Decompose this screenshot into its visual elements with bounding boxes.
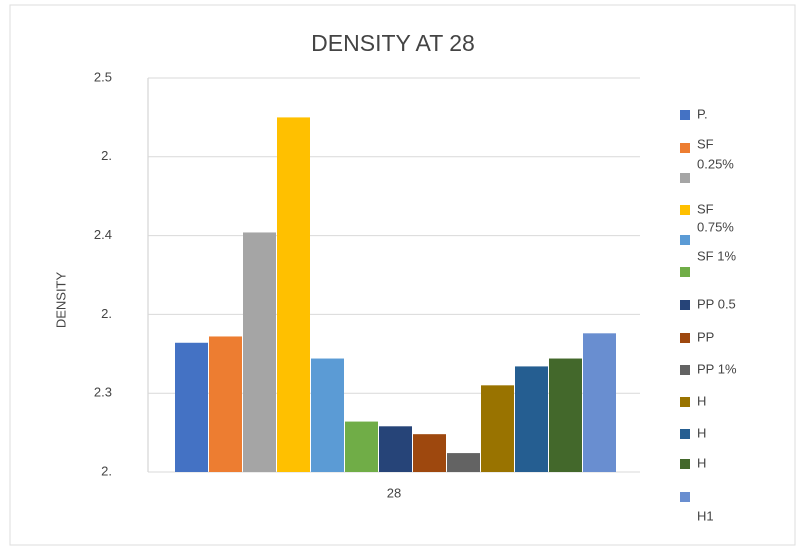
y-tick-label: 2.4	[94, 227, 112, 242]
y-tick-label: 2.	[101, 463, 112, 478]
bar	[277, 117, 310, 473]
bar	[447, 453, 480, 472]
x-tick-label: 28	[387, 485, 401, 500]
legend-label: 0.25%	[697, 156, 734, 171]
legend-swatch	[680, 333, 690, 343]
bar	[515, 366, 548, 472]
legend-label: SF 1%	[697, 248, 736, 263]
bar	[311, 358, 344, 472]
legend-label: H	[697, 455, 706, 470]
bar	[209, 336, 242, 472]
chart-title: DENSITY AT 28	[311, 30, 475, 56]
legend-label: SF	[697, 201, 714, 216]
bar	[379, 426, 412, 472]
legend-swatch	[680, 110, 690, 120]
bar	[481, 385, 514, 472]
bar	[175, 342, 208, 472]
legend-label: P.	[697, 106, 708, 121]
legend-swatch	[680, 397, 690, 407]
legend-swatch	[680, 365, 690, 375]
bar	[583, 333, 616, 472]
legend-swatch	[680, 492, 690, 502]
y-tick-label: 2.3	[94, 385, 112, 400]
legend-label: H	[697, 393, 706, 408]
bar	[413, 434, 446, 472]
legend-label: H1	[697, 508, 714, 523]
legend-swatch	[680, 300, 690, 310]
legend-label: PP 1%	[697, 361, 737, 376]
legend-label: H	[697, 425, 706, 440]
legend-swatch	[680, 429, 690, 439]
y-tick-label: 2.5	[94, 69, 112, 84]
legend-swatch	[680, 459, 690, 469]
bar	[549, 358, 582, 472]
legend-swatch	[680, 143, 690, 153]
y-tick-label: 2.	[101, 148, 112, 163]
legend-label: PP	[697, 329, 714, 344]
legend-label: PP 0.5	[697, 296, 736, 311]
y-axis-label: DENSITY	[53, 272, 68, 329]
legend-label: SF	[697, 136, 714, 151]
legend-label: 0.75%	[697, 219, 734, 234]
bar	[243, 232, 276, 472]
y-tick-label: 2.	[101, 306, 112, 321]
legend-swatch	[680, 267, 690, 277]
legend-swatch	[680, 173, 690, 183]
legend-swatch	[680, 205, 690, 215]
legend-swatch	[680, 235, 690, 245]
bar	[345, 421, 378, 472]
